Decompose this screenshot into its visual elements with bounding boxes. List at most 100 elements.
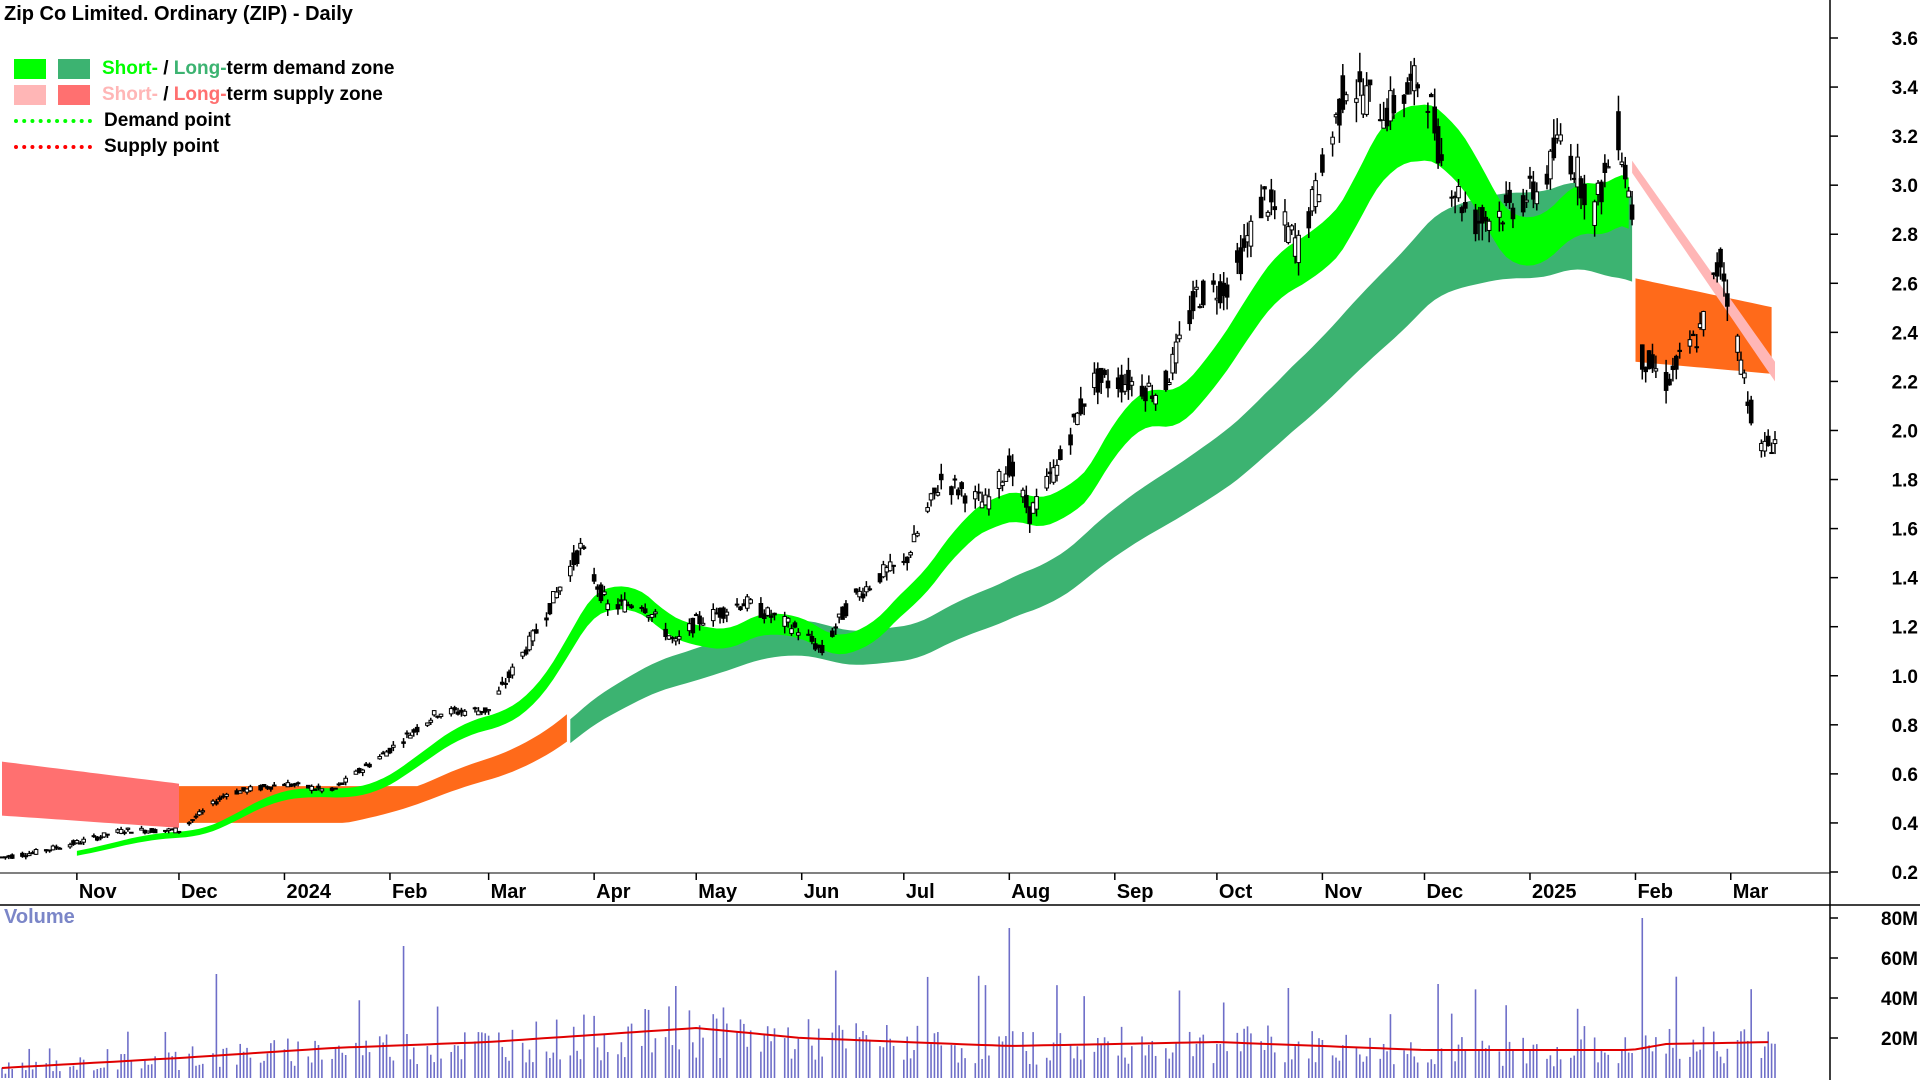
- candle-body: [1071, 413, 1077, 418]
- candle-body: [1701, 310, 1706, 331]
- orange-zone-early: [179, 714, 567, 823]
- candle-body: [1558, 134, 1563, 142]
- candle-body: [105, 833, 110, 836]
- candle-body: [1337, 98, 1342, 126]
- candle-body: [1146, 382, 1152, 387]
- supply-point-line: [14, 145, 92, 149]
- candle-body: [693, 614, 699, 617]
- candle-body: [1452, 195, 1458, 198]
- candle-body: [1258, 196, 1264, 219]
- candle-body: [428, 719, 434, 723]
- candle-body: [462, 710, 468, 716]
- candle-body: [367, 763, 372, 768]
- candle-body: [1507, 189, 1512, 203]
- candle-body: [806, 633, 811, 636]
- candle-body: [1320, 154, 1325, 173]
- candle-body: [1510, 207, 1516, 220]
- candle-body: [979, 501, 985, 509]
- candle-body: [1599, 181, 1604, 203]
- candle-body: [91, 835, 97, 838]
- price-tick-label: 2.4: [1892, 323, 1919, 344]
- candle-body: [431, 710, 437, 716]
- candle-body: [1718, 248, 1723, 268]
- candle-body: [625, 604, 631, 607]
- candle-body: [1143, 387, 1148, 402]
- candle-body: [305, 784, 311, 789]
- candle-body: [714, 612, 719, 615]
- candle-body: [482, 707, 488, 713]
- candle-body: [602, 591, 607, 595]
- candle-body: [1527, 175, 1533, 179]
- candle-body: [1486, 220, 1492, 231]
- candle-body: [986, 496, 992, 510]
- candle-body: [1500, 222, 1506, 225]
- price-tick-label: 1.6: [1892, 520, 1918, 541]
- volume-tick-label: 80M: [1881, 909, 1918, 930]
- candle-body: [1480, 207, 1485, 224]
- candle-body: [414, 726, 420, 733]
- candle-body: [6, 855, 12, 858]
- candle-body: [1367, 79, 1373, 86]
- candle-body: [401, 741, 406, 744]
- candle-body: [1745, 401, 1751, 406]
- candle-body: [1173, 341, 1179, 364]
- candle-body: [459, 709, 464, 713]
- candle-body: [938, 473, 944, 481]
- short-supply-zone: [1632, 160, 1775, 382]
- candle-body: [506, 671, 512, 679]
- candle-body: [717, 607, 723, 618]
- candle-body: [547, 603, 553, 615]
- candle-body: [425, 722, 430, 726]
- price-tick-label: 1.2: [1892, 618, 1918, 639]
- candle-body: [568, 565, 573, 577]
- candle-body: [476, 710, 481, 716]
- candle-body: [591, 574, 597, 582]
- candle-body: [629, 605, 634, 609]
- legend-supply-point: Supply point: [14, 134, 394, 160]
- short-demand-swatch: [14, 59, 46, 79]
- candle-body: [1238, 247, 1244, 275]
- candle-body: [789, 628, 794, 634]
- legend: Short- / Long- term demand zone Short- /…: [14, 56, 394, 160]
- legend-demand-zone: Short- / Long- term demand zone: [14, 56, 394, 82]
- candle-body: [408, 734, 413, 739]
- legend-supply-point-text: Supply point: [104, 136, 220, 157]
- time-tick-label: Oct: [1219, 881, 1253, 903]
- time-tick-label: Aug: [1011, 881, 1050, 903]
- candle-body: [74, 840, 80, 844]
- candle-body: [1027, 506, 1033, 524]
- price-tick-label: 1.0: [1892, 667, 1918, 688]
- candle-body: [26, 853, 32, 857]
- candle-body: [666, 635, 672, 640]
- candle-body: [1343, 94, 1349, 102]
- candle-body: [796, 632, 801, 636]
- candle-body: [384, 751, 389, 757]
- candle-body: [380, 752, 386, 755]
- candle-body: [1735, 335, 1740, 353]
- demand-point-line: [14, 119, 92, 123]
- candle-body: [622, 599, 628, 613]
- price-tick-label: 2.0: [1892, 421, 1918, 442]
- candle-body: [30, 852, 35, 855]
- candle-body: [1364, 85, 1369, 115]
- candle-body: [901, 560, 907, 563]
- candle-body: [486, 709, 491, 712]
- candle-body: [530, 630, 536, 642]
- candle-body: [972, 491, 978, 500]
- candle-body: [642, 608, 648, 614]
- candle-body: [1248, 220, 1254, 247]
- candle-body: [1265, 211, 1271, 217]
- time-tick-label: Feb: [392, 881, 428, 903]
- candle-body: [697, 615, 702, 625]
- candle-body: [670, 637, 675, 640]
- candle-body: [1616, 111, 1621, 151]
- candle-body: [312, 788, 318, 791]
- candle-body: [1047, 471, 1053, 475]
- candle-body: [792, 622, 798, 628]
- candle-body: [819, 645, 825, 654]
- legend-long-demand-text: Long-: [173, 58, 227, 79]
- candle-body: [1476, 220, 1482, 224]
- long-supply-swatch: [58, 85, 90, 105]
- candle-body: [653, 611, 658, 615]
- candle-body: [1415, 84, 1420, 89]
